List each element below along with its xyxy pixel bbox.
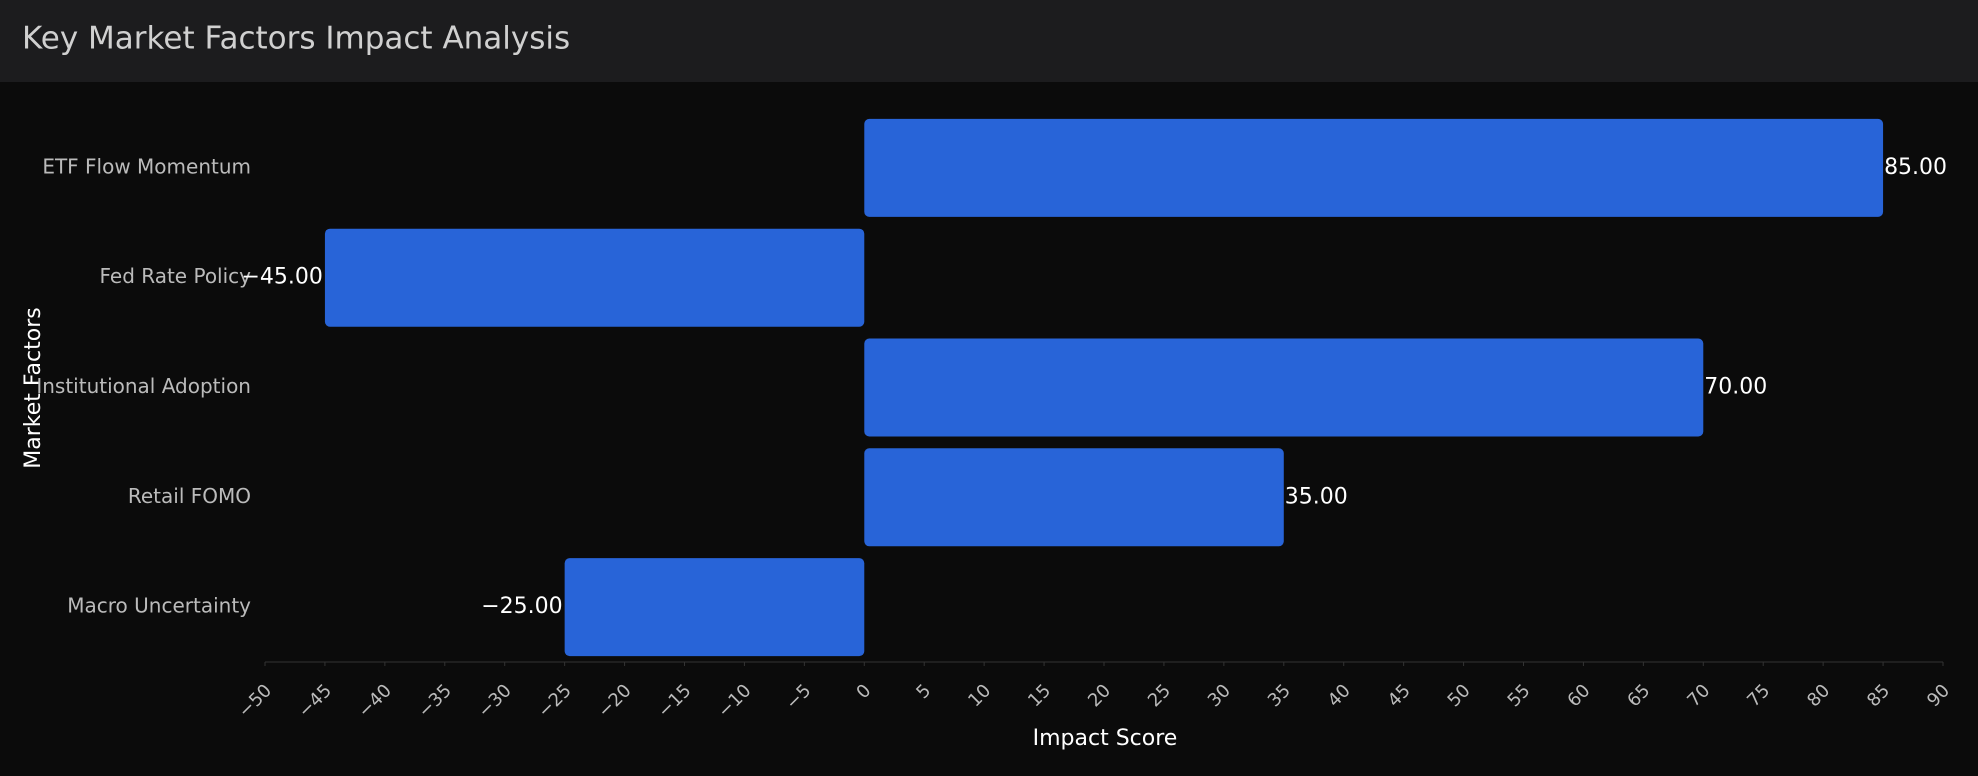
x-tick-label: 60: [1563, 680, 1594, 711]
x-tick-label: 90: [1923, 680, 1954, 711]
x-tick-label: 75: [1743, 680, 1774, 711]
bar: [864, 448, 1284, 547]
bar: [864, 338, 1704, 437]
value-label: 35.00: [1285, 484, 1348, 509]
x-tick-label: 35: [1264, 680, 1295, 711]
x-tick-label: −15: [654, 680, 696, 722]
chart-title: Key Market Factors Impact Analysis: [22, 21, 570, 57]
x-tick-label: 20: [1084, 680, 1115, 711]
x-tick-label: −40: [354, 680, 396, 722]
x-tick-label: 80: [1803, 680, 1834, 711]
x-tick-label: 15: [1024, 680, 1055, 711]
x-tick-label: −45: [294, 680, 336, 722]
x-tick-label: 25: [1144, 680, 1175, 711]
value-label: −25.00: [481, 594, 562, 619]
y-tick-label: Fed Rate Policy: [99, 264, 251, 288]
y-tick-label: Retail FOMO: [128, 484, 251, 508]
x-tick-label: −30: [474, 680, 516, 722]
x-tick-label: −35: [414, 680, 456, 722]
bar: [324, 228, 865, 327]
x-tick-label: 45: [1384, 680, 1415, 711]
y-axis-label: Market Factors: [21, 307, 46, 468]
x-tick-label: 0: [852, 680, 875, 703]
bar: [864, 118, 1884, 217]
y-tick-label: Macro Uncertainty: [67, 594, 251, 618]
y-tick-label: Institutional Adoption: [36, 374, 251, 398]
x-tick-label: −10: [714, 680, 756, 722]
x-tick-label: 40: [1324, 680, 1355, 711]
value-label: 70.00: [1704, 375, 1767, 400]
header-bg: [0, 0, 1978, 82]
bar: [564, 558, 865, 657]
x-tick-label: 30: [1204, 680, 1235, 711]
x-tick-label: 70: [1683, 680, 1714, 711]
value-label: 85.00: [1884, 155, 1947, 180]
x-tick-label: −5: [782, 680, 816, 714]
x-tick-label: 85: [1863, 680, 1894, 711]
y-tick-label: ETF Flow Momentum: [42, 154, 251, 178]
x-tick-label: −20: [594, 680, 636, 722]
x-tick-label: −25: [534, 680, 576, 722]
x-tick-label: −50: [234, 680, 276, 722]
value-label: −45.00: [242, 265, 323, 290]
x-tick-label: 55: [1504, 680, 1535, 711]
x-tick-label: 65: [1623, 680, 1654, 711]
x-tick-label: 50: [1444, 680, 1475, 711]
x-tick-label: 5: [912, 680, 935, 703]
x-axis-label: Impact Score: [1033, 726, 1178, 751]
x-tick-label: 10: [964, 680, 995, 711]
